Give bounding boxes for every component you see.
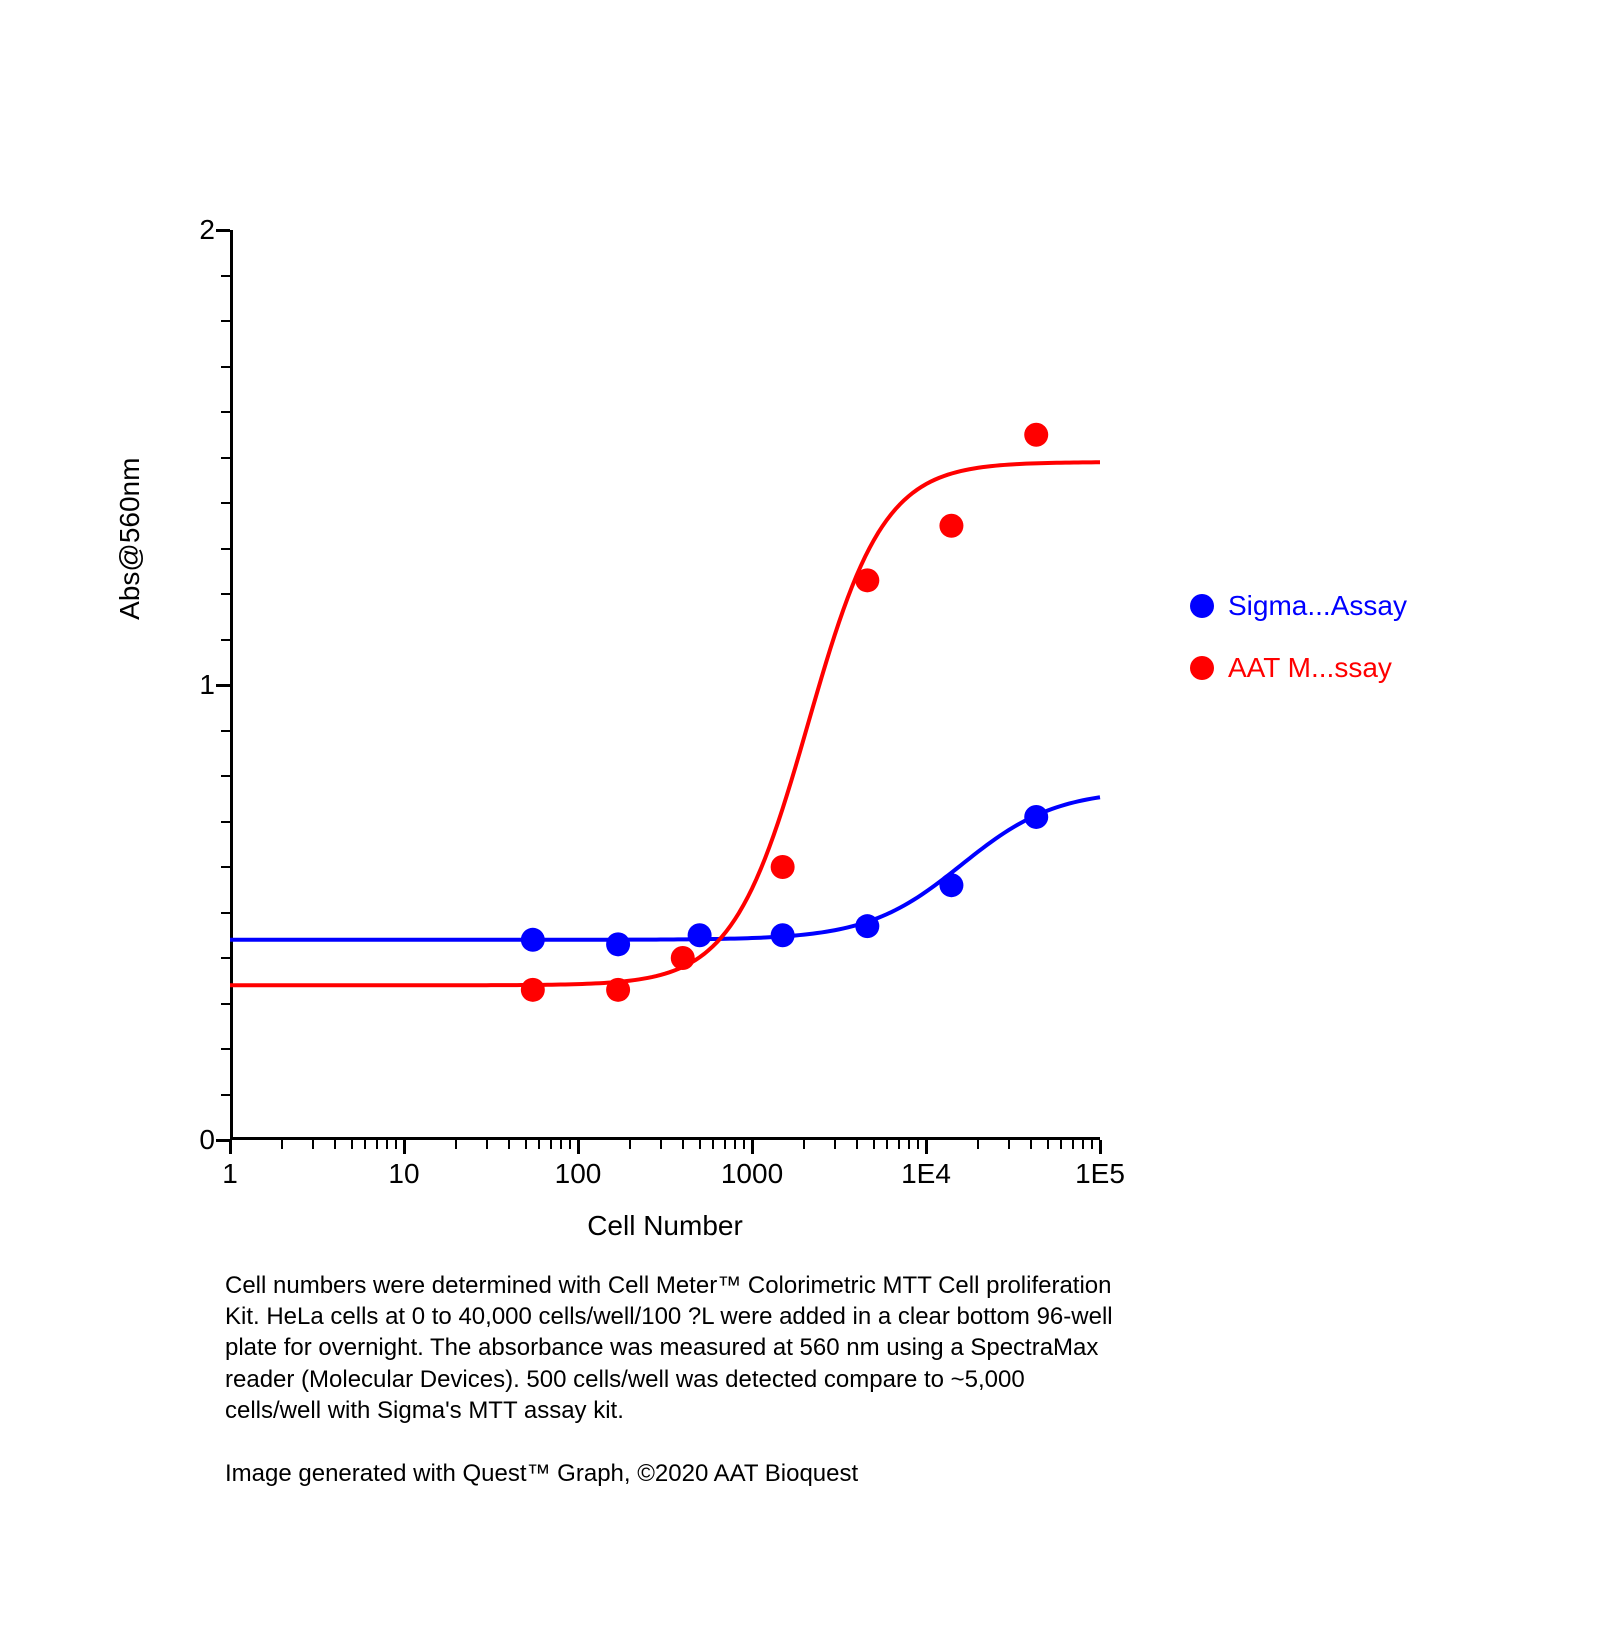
caption-text: Cell numbers were determined with Cell M…: [225, 1270, 1125, 1426]
marker-sigma: [855, 914, 879, 938]
legend-item-aat: AAT M...ssay: [1190, 652, 1407, 684]
x-tick-label: 10: [388, 1158, 419, 1190]
marker-aat: [939, 514, 963, 538]
legend-label: AAT M...ssay: [1228, 652, 1392, 684]
marker-aat: [521, 978, 545, 1002]
marker-sigma: [1024, 805, 1048, 829]
marker-aat: [606, 978, 630, 1002]
curve-aat: [230, 462, 1100, 985]
marker-aat: [1024, 423, 1048, 447]
marker-sigma: [521, 928, 545, 952]
y-tick-label: 2: [199, 214, 215, 246]
x-axis-label: Cell Number: [587, 1210, 743, 1242]
attribution-text: Image generated with Quest™ Graph, ©2020…: [225, 1460, 858, 1488]
legend-marker-icon: [1190, 594, 1214, 618]
chart-container: 012 11010010001E41E5 Abs@560nm Cell Numb…: [0, 0, 1600, 1640]
marker-sigma: [606, 932, 630, 956]
y-axis-label: Abs@560nm: [114, 458, 146, 620]
y-tick-label: 1: [199, 669, 215, 701]
plot-area: [230, 230, 1100, 1140]
marker-sigma: [688, 923, 712, 947]
x-tick-label: 1E4: [901, 1158, 951, 1190]
marker-sigma: [771, 923, 795, 947]
legend-marker-icon: [1190, 656, 1214, 680]
marker-aat: [671, 946, 695, 970]
y-tick-label: 0: [199, 1124, 215, 1156]
marker-aat: [771, 855, 795, 879]
legend-label: Sigma...Assay: [1228, 590, 1407, 622]
x-tick-label: 1E5: [1075, 1158, 1125, 1190]
legend: Sigma...Assay AAT M...ssay: [1190, 590, 1407, 714]
x-tick-label: 1000: [721, 1158, 783, 1190]
legend-item-sigma: Sigma...Assay: [1190, 590, 1407, 622]
x-tick-label: 100: [555, 1158, 602, 1190]
x-tick-label: 1: [222, 1158, 238, 1190]
marker-sigma: [939, 873, 963, 897]
plot-svg: [230, 230, 1100, 1140]
marker-aat: [855, 568, 879, 592]
curve-sigma: [230, 797, 1100, 940]
